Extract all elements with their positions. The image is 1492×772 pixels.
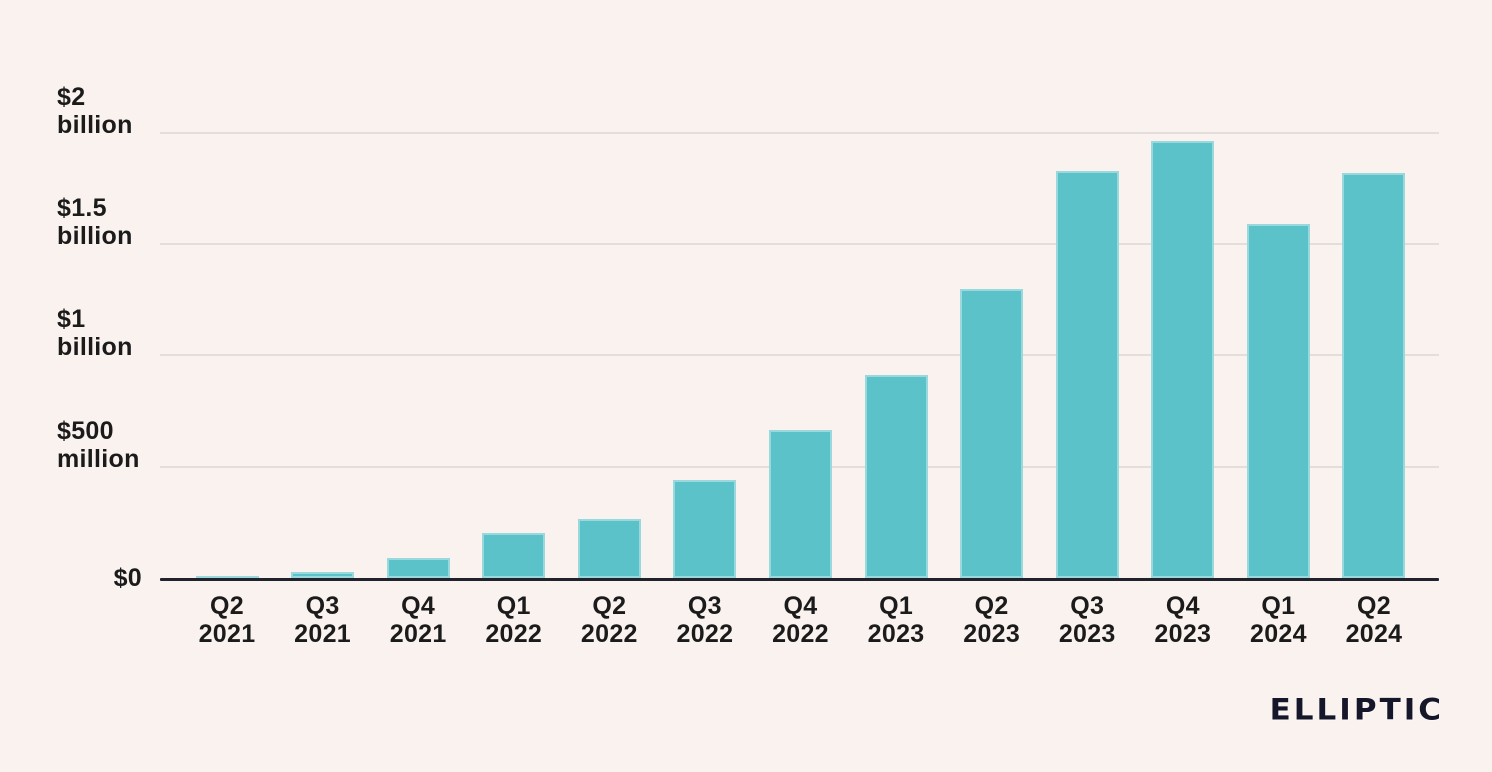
bar-q3-2023 (1055, 170, 1119, 578)
bar-q2-2024 (1342, 172, 1406, 578)
x-tick-label-q1-2023: Q1 2023 (867, 592, 925, 648)
y-tick-label-1500: $1.5 billion (57, 194, 133, 251)
bar-q4-2022 (768, 429, 832, 578)
x-tick-label-q3-2022: Q3 2022 (676, 592, 734, 648)
x-tick-label-q2-2023: Q2 2023 (963, 592, 1021, 648)
y-tick-label-500: $500 million (57, 416, 140, 473)
bar-q4-2023 (1151, 140, 1215, 578)
bar-q2-2021 (195, 575, 259, 578)
x-tick-label-q2-2021: Q2 2021 (198, 592, 256, 648)
bar-q1-2023 (864, 375, 928, 578)
y-tick-label-0: $0 (113, 564, 142, 592)
x-tick-label-q4-2022: Q4 2022 (772, 592, 829, 648)
elliptic-logo: ELLIPTIC (1269, 692, 1444, 728)
bar-q3-2022 (673, 480, 737, 578)
bar-q3-2021 (291, 572, 355, 578)
bar-q2-2023 (960, 288, 1024, 578)
x-tick-label-q4-2021: Q4 2021 (389, 592, 447, 648)
x-tick-label-q4-2023: Q4 2023 (1154, 592, 1212, 648)
gridline-2000 (160, 131, 1439, 134)
bar-q1-2022 (482, 533, 546, 578)
y-tick-label-2000: $2 billion (57, 82, 133, 139)
x-tick-label-q1-2024: Q1 2024 (1249, 592, 1307, 648)
bar-q4-2021 (386, 557, 450, 578)
x-axis-line (160, 578, 1439, 581)
y-tick-label-1000: $1 billion (57, 305, 133, 362)
x-tick-label-q2-2022: Q2 2022 (580, 592, 638, 648)
x-tick-label-q3-2021: Q3 2021 (294, 592, 351, 648)
x-tick-label-q2-2024: Q2 2024 (1345, 592, 1403, 648)
bar-q2-2022 (577, 519, 641, 578)
x-tick-label-q1-2022: Q1 2022 (485, 592, 543, 648)
bar-q1-2024 (1246, 224, 1310, 578)
gridline-1000 (160, 354, 1439, 357)
x-tick-label-q3-2023: Q3 2023 (1058, 592, 1116, 648)
gridline-1500 (160, 243, 1439, 246)
